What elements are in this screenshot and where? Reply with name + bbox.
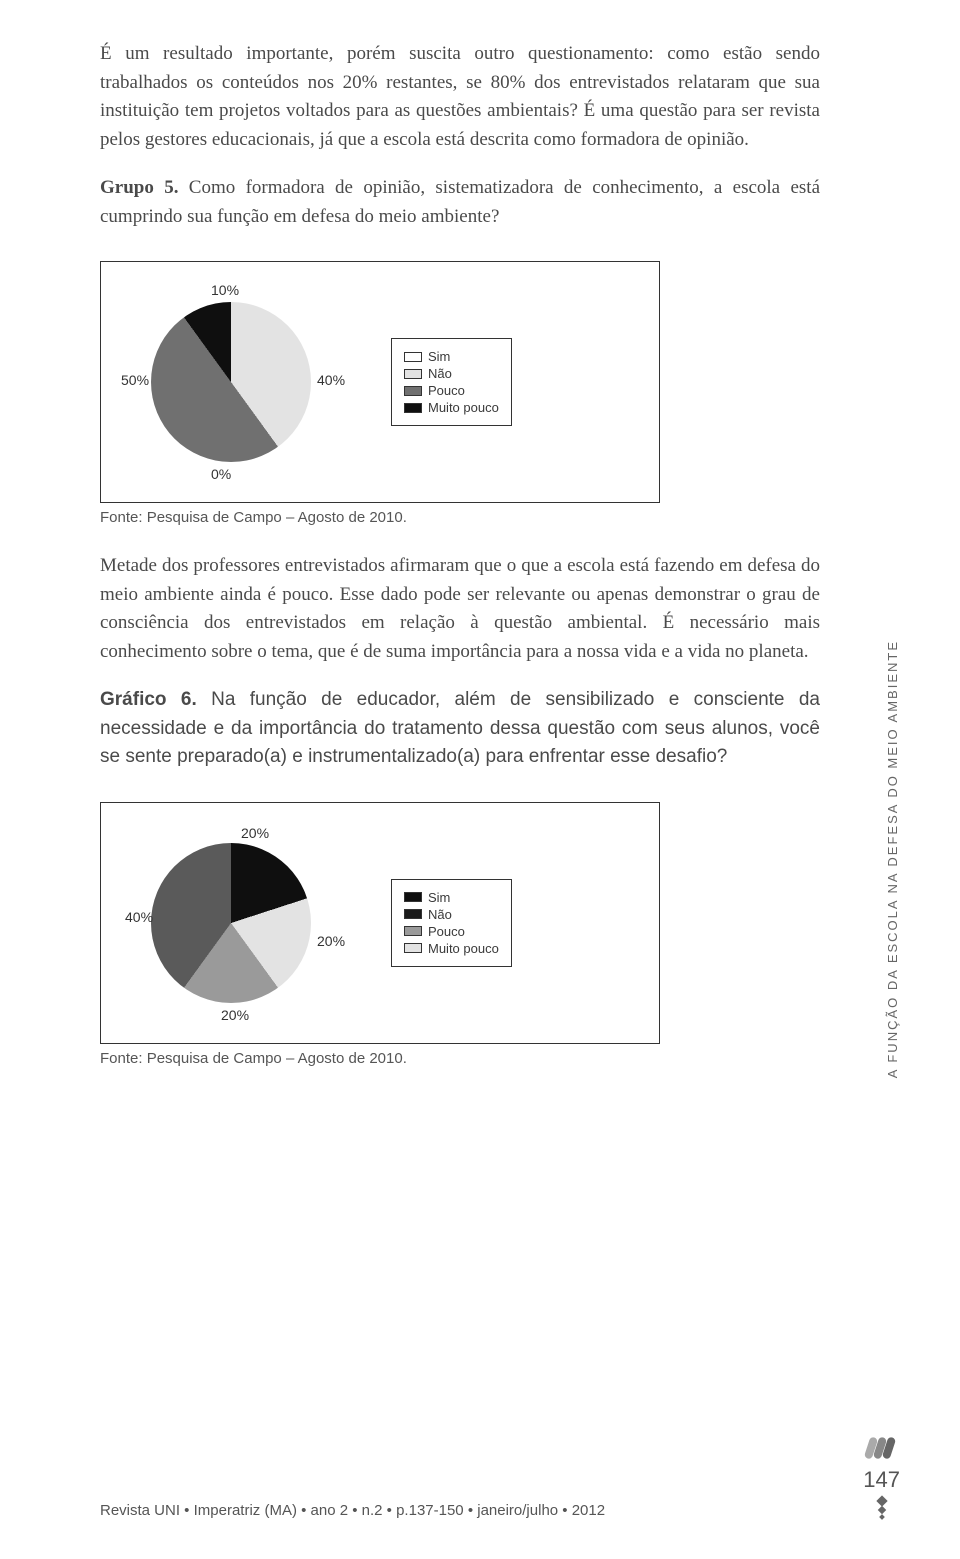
legend-swatch bbox=[404, 352, 422, 362]
legend-row: Muito pouco bbox=[404, 400, 499, 415]
legend-row: Sim bbox=[404, 890, 499, 905]
legend-swatch bbox=[404, 369, 422, 379]
legend-swatch bbox=[404, 892, 422, 902]
pie-slice-label: 50% bbox=[121, 372, 149, 388]
legend-label: Pouco bbox=[428, 383, 465, 398]
chart-1-legend: Sim Não Pouco Muito pouco bbox=[391, 338, 512, 426]
legend-swatch bbox=[404, 909, 422, 919]
group-5-label: Grupo 5. bbox=[100, 177, 178, 198]
legend-label: Sim bbox=[428, 349, 450, 364]
legend-swatch bbox=[404, 386, 422, 396]
chart-1-pie bbox=[151, 302, 311, 462]
legend-swatch bbox=[404, 403, 422, 413]
side-vertical-text: A FUNÇÃO DA ESCOLA NA DEFESA DO MEIO AMB… bbox=[885, 640, 900, 1078]
legend-row: Pouco bbox=[404, 924, 499, 939]
footer-text: Revista UNI • Imperatriz (MA) • ano 2 • … bbox=[100, 1502, 605, 1519]
chart-2-pie bbox=[151, 843, 311, 1003]
logo-icon bbox=[867, 1437, 897, 1463]
legend-swatch bbox=[404, 943, 422, 953]
grafico-6-heading: Gráfico 6. Na função de educador, além d… bbox=[100, 686, 820, 772]
legend-label: Sim bbox=[428, 890, 450, 905]
page-footer: Revista UNI • Imperatriz (MA) • ano 2 • … bbox=[100, 1437, 900, 1519]
pie-zero-label: 0% bbox=[211, 466, 231, 482]
pie-slice-label: 10% bbox=[211, 282, 239, 298]
page-number: 147 bbox=[863, 1467, 900, 1493]
legend-row: Não bbox=[404, 366, 499, 381]
chart-2-source: Fonte: Pesquisa de Campo – Agosto de 201… bbox=[100, 1050, 820, 1067]
chart-2-pie-wrap: 20%20%20%40% bbox=[121, 823, 341, 1023]
chart-1-container: 40% 50% 10% 0% Sim Não Pouco Muito pouco bbox=[100, 261, 660, 503]
page-number-block: 147 bbox=[863, 1437, 900, 1519]
group-5-heading: Grupo 5. Como formadora de opinião, sist… bbox=[100, 174, 820, 231]
chart-1-pie-wrap: 40%50%10%0% bbox=[121, 282, 341, 482]
legend-label: Muito pouco bbox=[428, 941, 499, 956]
legend-row: Não bbox=[404, 907, 499, 922]
pie-slice-label: 20% bbox=[317, 933, 345, 949]
pie-slice-label: 20% bbox=[221, 1007, 249, 1023]
diamond-icon bbox=[878, 1497, 886, 1519]
legend-label: Não bbox=[428, 907, 452, 922]
grafico-6-text: Na função de educador, além de sensibili… bbox=[100, 689, 820, 767]
chart-1-source: Fonte: Pesquisa de Campo – Agosto de 201… bbox=[100, 509, 820, 526]
paragraph-2: Metade dos professores entrevistados afi… bbox=[100, 552, 820, 666]
legend-row: Sim bbox=[404, 349, 499, 364]
legend-label: Não bbox=[428, 366, 452, 381]
legend-swatch bbox=[404, 926, 422, 936]
pie-slice-label: 40% bbox=[125, 909, 153, 925]
group-5-text: Como formadora de opinião, sistematizado… bbox=[100, 177, 820, 227]
chart-2-container: 20% 20% 20% 40% Sim Não Pouco Muito pouco bbox=[100, 802, 660, 1044]
chart-2-legend: Sim Não Pouco Muito pouco bbox=[391, 879, 512, 967]
legend-row: Pouco bbox=[404, 383, 499, 398]
paragraph-1: É um resultado importante, porém suscita… bbox=[100, 40, 820, 154]
grafico-6-label: Gráfico 6. bbox=[100, 689, 197, 710]
pie-slice-label: 40% bbox=[317, 372, 345, 388]
legend-row: Muito pouco bbox=[404, 941, 499, 956]
legend-label: Pouco bbox=[428, 924, 465, 939]
pie-slice-label: 20% bbox=[241, 825, 269, 841]
legend-label: Muito pouco bbox=[428, 400, 499, 415]
